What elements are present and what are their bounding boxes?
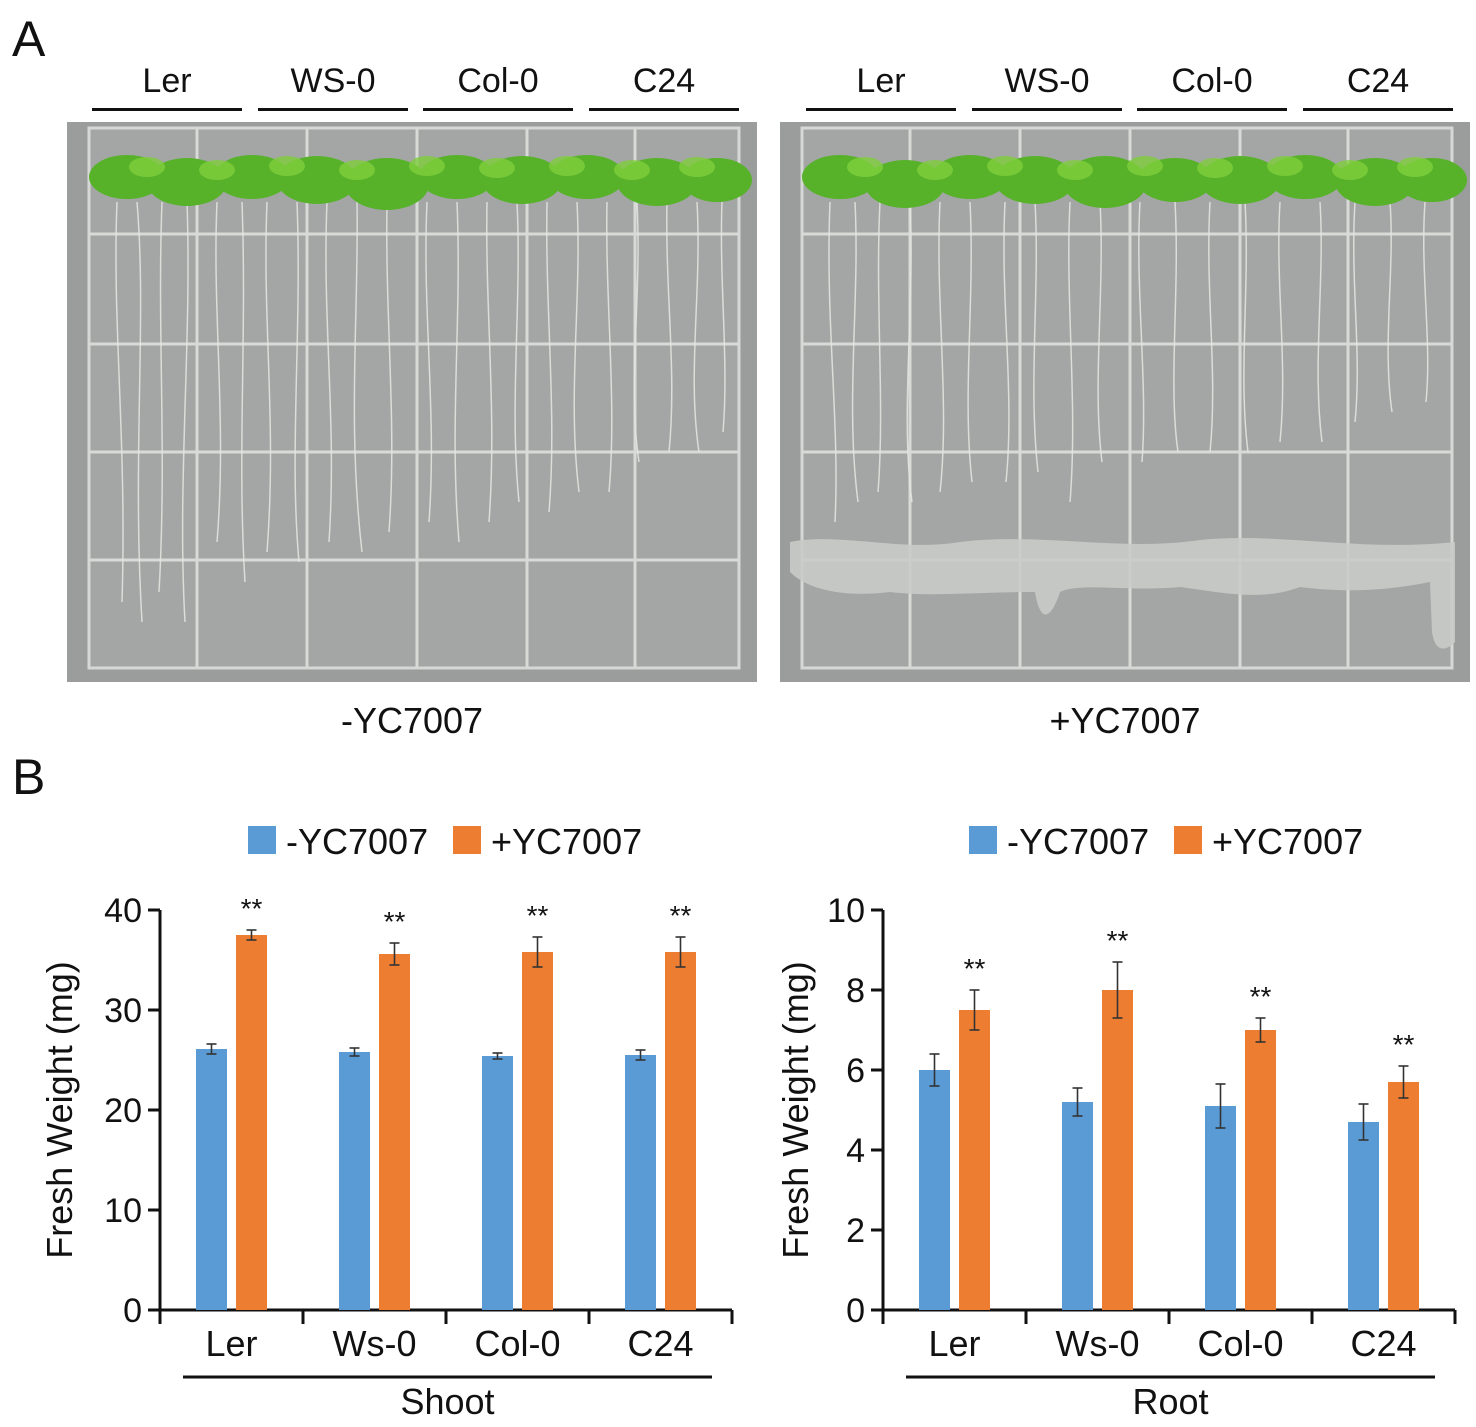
strain-label: Col-0: [457, 62, 539, 100]
strain-underline: [423, 108, 573, 111]
y-tick-label: 8: [846, 972, 865, 1010]
y-tick-label: 20: [104, 1092, 142, 1130]
x-tick-label: Col-0: [474, 1323, 560, 1364]
bar: [1388, 1082, 1419, 1310]
y-tick-label: 4: [846, 1132, 865, 1170]
strain-underline: [92, 108, 242, 111]
legend-swatch: [248, 826, 276, 854]
strain-underline: [972, 108, 1122, 111]
strain-underline: [1137, 108, 1287, 111]
condition-label-control: -YC7007: [340, 700, 484, 741]
strain-label: Ler: [856, 62, 906, 100]
strain-underline: [806, 108, 956, 111]
y-tick-label: 0: [123, 1292, 142, 1330]
x-group-label: Shoot: [400, 1381, 494, 1422]
strain-label: C24: [632, 62, 696, 100]
panel-b-letter: B: [12, 749, 46, 805]
significance-label: **: [964, 953, 986, 984]
y-tick-label: 30: [104, 992, 142, 1030]
x-tick-label: C24: [1350, 1323, 1416, 1364]
y-tick-label: 2: [846, 1212, 865, 1250]
strain-label: WS-0: [290, 62, 376, 100]
legend-label: +YC7007: [491, 821, 642, 862]
legend-swatch: [1174, 826, 1202, 854]
significance-label: **: [384, 906, 406, 937]
significance-label: **: [1107, 925, 1129, 956]
bar: [625, 1055, 656, 1310]
chart-group-shoot: -YC7007 +YC7007 0 10 20 30 40 Fresh Weight (mg)…: [39, 821, 734, 1422]
bar: [482, 1056, 513, 1310]
significance-label: **: [1393, 1029, 1415, 1060]
y-tick-label: 0: [846, 1292, 865, 1330]
x-tick-label: Ws-0: [1056, 1323, 1140, 1364]
significance-label: **: [670, 900, 692, 931]
chart-group-root: -YC7007 +YC7007 0 2 4 6 8 10 Fresh Weight (mg) Le…: [775, 821, 1457, 1422]
significance-label: **: [241, 893, 263, 924]
strain-label: WS-0: [1004, 62, 1090, 100]
bar: [1205, 1106, 1236, 1310]
x-tick-label: C24: [627, 1323, 693, 1364]
bar: [959, 1010, 990, 1310]
strain-underline: [1303, 108, 1453, 111]
strain-label: C24: [1346, 62, 1410, 100]
strain-label: Ler: [142, 62, 192, 100]
x-group-label: Root: [1132, 1381, 1208, 1422]
y-tick-label: 10: [104, 1192, 142, 1230]
bar: [1102, 990, 1133, 1310]
x-tick-label: Ler: [928, 1323, 980, 1364]
bar: [1062, 1102, 1093, 1310]
condition-label-treated: +YC7007: [1049, 700, 1201, 741]
legend-label: -YC7007: [286, 821, 428, 862]
significance-label: **: [527, 900, 549, 931]
legend-swatch: [453, 826, 481, 854]
x-tick-label: Ler: [205, 1323, 257, 1364]
bar: [339, 1052, 370, 1310]
plate-photo-control: [67, 122, 757, 682]
strain-underline: [589, 108, 739, 111]
legend-swatch: [969, 826, 997, 854]
y-axis-label: Fresh Weight (mg): [775, 961, 816, 1258]
bar: [522, 952, 553, 1310]
y-tick-label: 6: [846, 1052, 865, 1090]
legend-label: +YC7007: [1212, 821, 1363, 862]
bar: [1348, 1122, 1379, 1310]
bar: [919, 1070, 950, 1310]
panel-a-letter: A: [12, 11, 46, 67]
y-tick-label: 10: [827, 892, 865, 930]
bar: [236, 935, 267, 1310]
significance-label: **: [1250, 981, 1272, 1012]
bar: [1245, 1030, 1276, 1310]
strain-underline: [258, 108, 408, 111]
plate-illustration: [67, 122, 757, 682]
strain-label: Col-0: [1171, 62, 1253, 100]
bar: [196, 1049, 227, 1310]
y-axis-label: Fresh Weight (mg): [39, 961, 80, 1258]
x-tick-label: Ws-0: [333, 1323, 417, 1364]
bar: [379, 954, 410, 1310]
bar: [665, 952, 696, 1310]
x-tick-label: Col-0: [1197, 1323, 1283, 1364]
y-tick-label: 40: [104, 892, 142, 930]
legend-label: -YC7007: [1007, 821, 1149, 862]
plate-illustration: [780, 122, 1470, 682]
plate-photo-treated: [780, 122, 1470, 682]
